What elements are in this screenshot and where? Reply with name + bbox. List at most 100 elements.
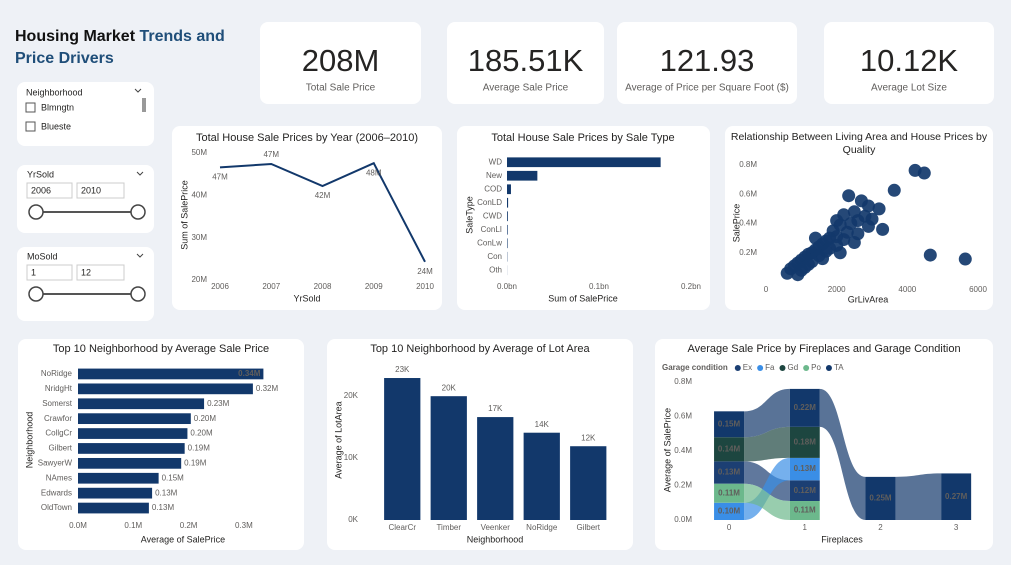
y-axis-label: SalePrice (731, 204, 741, 243)
data-label: 0.15M (162, 473, 185, 482)
data-label: 42M (315, 191, 331, 200)
data-label: 14K (535, 420, 550, 429)
x-tick-label: 0.0bn (497, 282, 517, 291)
range-input[interactable] (26, 264, 73, 281)
bar (384, 378, 421, 520)
legend-title: Garage condition (662, 363, 728, 372)
slider-handle[interactable] (130, 286, 146, 302)
x-axis-label: GrLivArea (848, 294, 889, 304)
data-label: 0.22M (794, 403, 817, 412)
data-label: 0.15M (718, 419, 741, 428)
segment (789, 388, 820, 427)
category-label: ConLD (477, 198, 502, 207)
checkbox[interactable] (25, 102, 36, 113)
segment (789, 457, 820, 481)
category-label: Gilbert (48, 444, 72, 453)
slider-handle[interactable] (130, 204, 146, 220)
data-label: 0.25M (869, 494, 892, 503)
legend-swatch (757, 365, 764, 371)
data-label: 0.18M (794, 437, 817, 446)
bar (78, 502, 149, 514)
data-label: 20K (442, 383, 457, 392)
slicer-item: Blmngtn (41, 102, 74, 112)
category-label: Con (487, 252, 502, 261)
point (923, 248, 937, 262)
y-tick-label: 0.4M (674, 446, 692, 455)
range-to: 2010 (81, 185, 101, 195)
range-input[interactable] (76, 182, 125, 199)
range-input[interactable] (26, 182, 73, 199)
kpi-value: 185.51K (468, 43, 584, 78)
data-label: 0.20M (190, 429, 213, 438)
segment (941, 473, 972, 520)
data-label: 0.13M (718, 468, 741, 477)
x-tick-label: 1 (803, 523, 808, 532)
category-label: NoRidge (41, 369, 73, 378)
y-axis-label: Average of SalePrice (662, 408, 672, 492)
data-label: 17K (488, 404, 503, 413)
point (847, 236, 861, 250)
x-tick-label: 0.0M (69, 521, 87, 530)
data-label: 0.14M (718, 444, 741, 453)
chevron[interactable] (136, 171, 144, 176)
point (830, 214, 844, 228)
kpi-value: 10.12K (860, 43, 959, 78)
card (17, 82, 154, 146)
x-tick-label: 2006 (211, 282, 229, 291)
x-tick-label: 2 (878, 523, 883, 532)
range-from: 2006 (31, 185, 51, 195)
header: Housing Market Trends and Price Drivers (15, 28, 225, 67)
bar (507, 238, 508, 249)
data-label: 0.19M (188, 444, 211, 453)
data-label: 0.12M (794, 486, 817, 495)
chevron[interactable] (136, 253, 144, 258)
y-tick-label: 0.4M (739, 219, 757, 228)
x-tick-label: 6000 (969, 285, 987, 294)
x-axis-label: YrSold (293, 293, 320, 303)
x-tick-label: 2010 (416, 282, 434, 291)
slicer-item: Blueste (41, 121, 71, 131)
data-label: 0.34M (238, 369, 261, 378)
slider-handle[interactable] (28, 204, 44, 220)
x-tick-label: 0 (764, 285, 769, 294)
point (887, 183, 901, 197)
segment (714, 461, 745, 484)
category-label: CWD (483, 211, 502, 220)
scrollbar (142, 98, 146, 112)
checkbox[interactable] (25, 121, 36, 132)
y-axis-label: SaleType (464, 196, 474, 234)
slider-handle[interactable] (28, 286, 44, 302)
y-tick-label: 0K (348, 515, 358, 524)
y-tick-label: 0.2M (739, 248, 757, 257)
data-label: 0.13M (155, 488, 178, 497)
chart-title-box: Relationship Between Living Area and Hou… (731, 131, 987, 156)
bar (507, 197, 509, 208)
category-label: Crawfor (44, 414, 72, 423)
x-tick-label: 2000 (828, 285, 846, 294)
category-label: Veenker (481, 523, 511, 532)
card (172, 126, 442, 310)
segment (714, 502, 745, 520)
legend-swatch (779, 365, 786, 371)
chart-title: Total House Sale Prices by Sale Type (491, 132, 674, 144)
chevron[interactable] (134, 88, 142, 93)
y-tick-label: 30M (191, 233, 207, 242)
point (780, 266, 794, 280)
category-label: New (486, 171, 502, 180)
range-input[interactable] (76, 264, 125, 281)
data-label: 0.11M (794, 506, 816, 515)
segment (714, 411, 745, 438)
x-tick-label: 2008 (314, 282, 332, 291)
bar (507, 157, 661, 168)
legend-label: Fa (765, 363, 775, 372)
data-label: 47M (212, 173, 228, 182)
bar (78, 368, 264, 380)
point (876, 222, 890, 236)
kpi-label: Total Sale Price (306, 83, 376, 94)
x-tick-label: 0.1bn (589, 282, 609, 291)
kpi-label: Average Lot Size (871, 83, 947, 94)
slicer-title: MoSold (27, 251, 58, 261)
bar (507, 224, 508, 235)
category-label: NridgHt (45, 384, 73, 393)
